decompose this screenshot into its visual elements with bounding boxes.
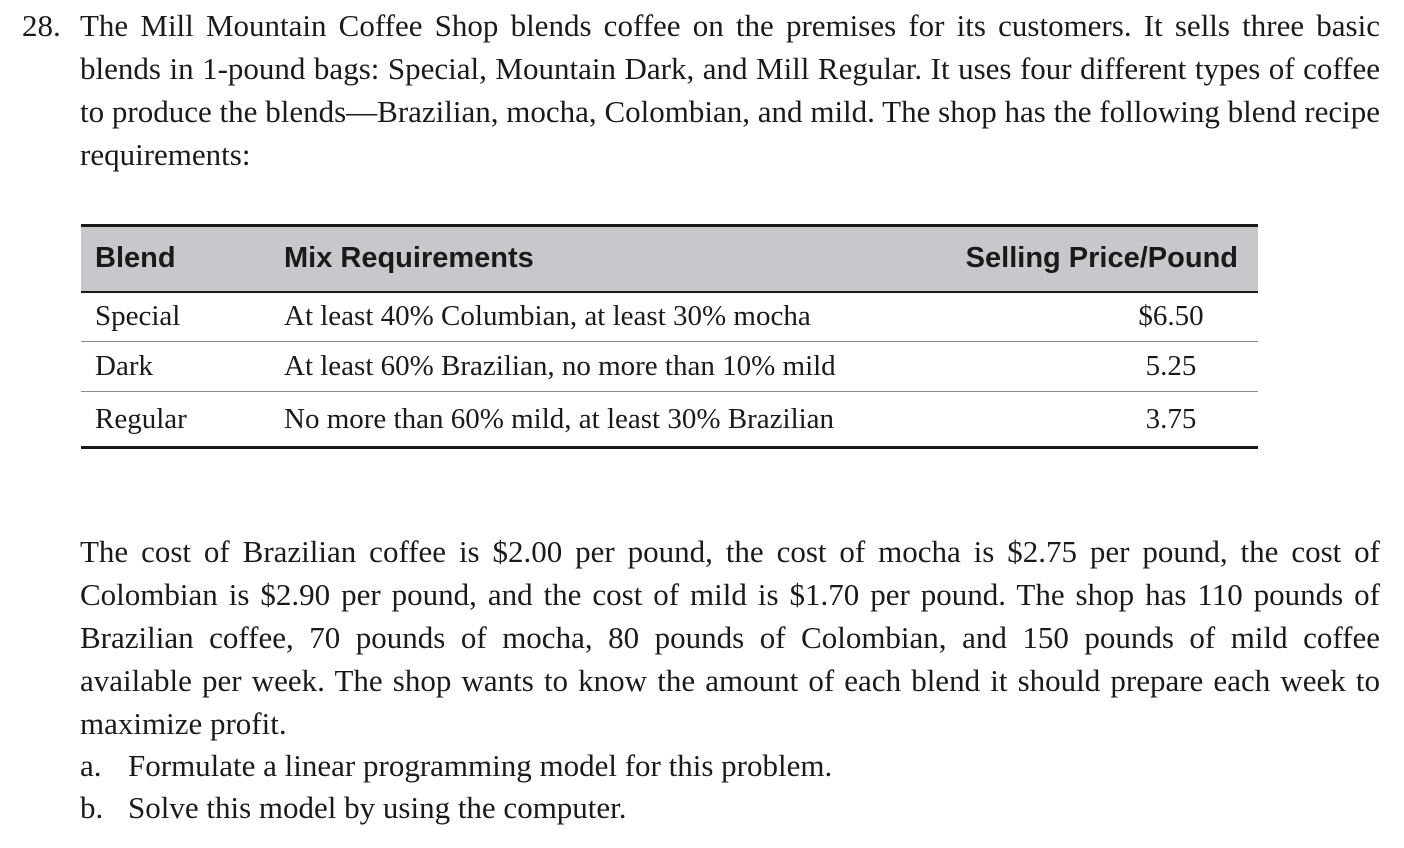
header-selling-price: Selling Price/Pound bbox=[965, 242, 1238, 275]
cell-price: $6.50 bbox=[1138, 300, 1204, 333]
part-text: Formulate a linear programming model for… bbox=[128, 748, 833, 783]
header-blend: Blend bbox=[95, 242, 176, 275]
problem-number: 28. bbox=[22, 8, 61, 43]
cell-blend: Special bbox=[95, 300, 181, 333]
part-letter: b. bbox=[80, 790, 104, 825]
cell-mix: No more than 60% mild, at least 30% Braz… bbox=[284, 402, 835, 435]
part-text: Solve this model by using the computer. bbox=[128, 790, 627, 825]
table-row: Dark At least 60% Brazilian, no more tha… bbox=[81, 342, 1258, 392]
cell-blend: Dark bbox=[95, 350, 153, 382]
cell-price: 3.75 bbox=[1145, 402, 1197, 435]
table-row: Regular No more than 60% mild, at least … bbox=[81, 392, 1258, 448]
header-mix-requirements: Mix Requirements bbox=[284, 242, 534, 275]
table-header-row: Blend Mix Requirements Selling Price/Pou… bbox=[81, 225, 1258, 292]
cell-mix: At least 60% Brazilian, no more than 10%… bbox=[284, 350, 836, 382]
list-item: a. Formulate a linear programming model … bbox=[80, 745, 832, 787]
part-letter: a. bbox=[80, 748, 102, 783]
table-row: Special At least 40% Columbian, at least… bbox=[81, 292, 1258, 342]
costs-paragraph: The cost of Brazilian coffee is $2.00 pe… bbox=[80, 534, 1380, 741]
blend-requirements-table: Blend Mix Requirements Selling Price/Pou… bbox=[81, 224, 1258, 449]
list-item: b. Solve this model by using the compute… bbox=[80, 787, 832, 829]
cell-mix: At least 40% Columbian, at least 30% moc… bbox=[284, 300, 811, 333]
cell-price: 5.25 bbox=[1145, 350, 1197, 382]
cell-blend: Regular bbox=[95, 402, 187, 435]
problem-parts-list: a. Formulate a linear programming model … bbox=[80, 745, 832, 829]
problem-intro-paragraph: The Mill Mountain Coffee Shop blends cof… bbox=[80, 8, 1380, 172]
